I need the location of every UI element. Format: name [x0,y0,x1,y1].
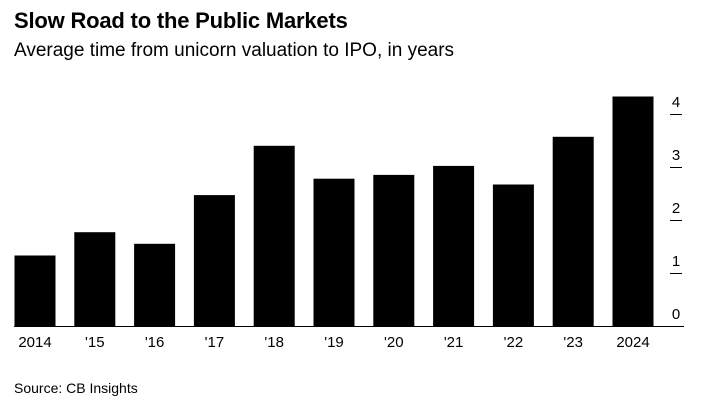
bar-6 [373,174,415,326]
y-tick-label: 0 [672,306,680,323]
x-tick-label: 2024 [616,334,649,351]
bar-3 [193,195,235,326]
source-note: Source: CB Insights [14,380,138,396]
bar-4 [253,145,295,326]
x-tick-label: 2014 [18,334,51,351]
bar-8 [492,184,534,326]
y-tick-label: 4 [672,94,680,111]
y-tick-label: 1 [672,253,680,270]
y-tick-label: 3 [672,147,680,164]
bar-9 [552,136,594,326]
y-tick-label: 2 [672,200,680,217]
bar-7 [433,165,475,326]
x-tick-label: '20 [384,334,404,351]
chart-title: Slow Road to the Public Markets [14,8,348,33]
x-tick-label: '16 [145,334,165,351]
bar-1 [74,232,116,326]
bar-2 [134,243,176,326]
x-tick-label: '18 [264,334,284,351]
bar-5 [313,178,355,326]
bar-10 [612,96,654,326]
x-tick-label: '17 [205,334,225,351]
x-tick-label: '15 [85,334,105,351]
x-tick-label: '21 [444,334,464,351]
x-tick-label: '22 [504,334,524,351]
x-tick-label: '19 [324,334,344,351]
x-tick-label: '23 [563,334,583,351]
chart-subtitle: Average time from unicorn valuation to I… [14,40,455,61]
bar-0 [14,255,56,326]
